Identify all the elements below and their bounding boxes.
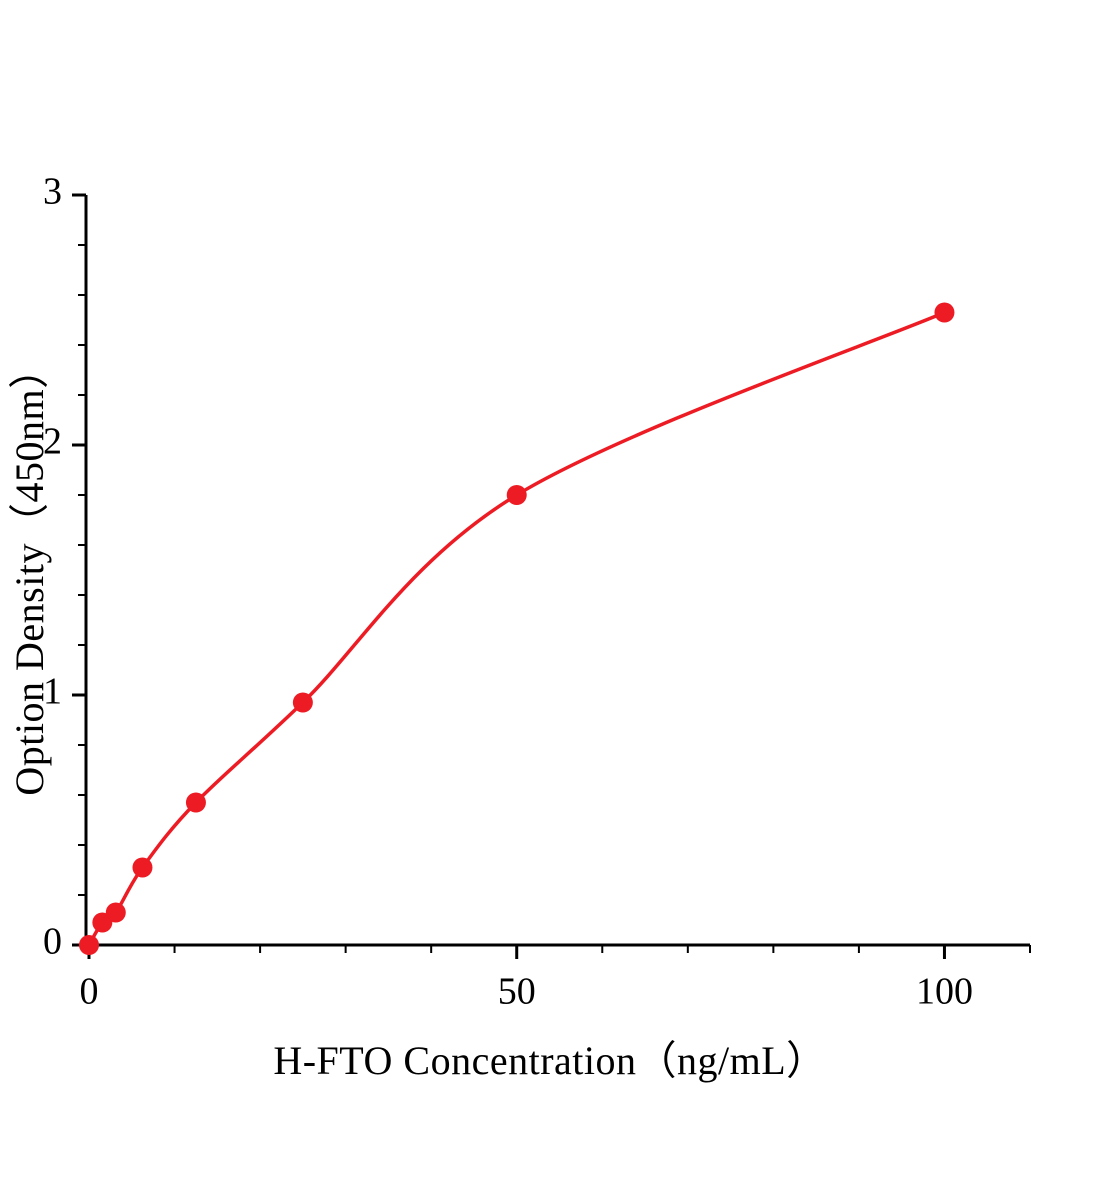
data-point	[79, 935, 99, 955]
y-tick-label: 1	[43, 671, 62, 713]
x-tick-label: 0	[80, 970, 99, 1012]
y-tick-label: 2	[43, 421, 62, 463]
y-tick-label: 3	[43, 171, 62, 213]
x-tick-label: 100	[916, 970, 973, 1012]
fit-curve	[87, 310, 947, 947]
x-axis-title: H-FTO Concentration（ng/mL）	[273, 1038, 827, 1083]
data-point	[506, 485, 527, 505]
y-axis-title: Option Density（450nm）	[7, 348, 52, 796]
data-point	[185, 792, 206, 813]
x-tick-label: 50	[498, 970, 536, 1012]
data-point	[292, 692, 313, 713]
data-point	[105, 902, 126, 923]
data-point	[934, 302, 955, 323]
y-tick-label: 0	[43, 921, 62, 963]
data-point	[132, 857, 153, 878]
